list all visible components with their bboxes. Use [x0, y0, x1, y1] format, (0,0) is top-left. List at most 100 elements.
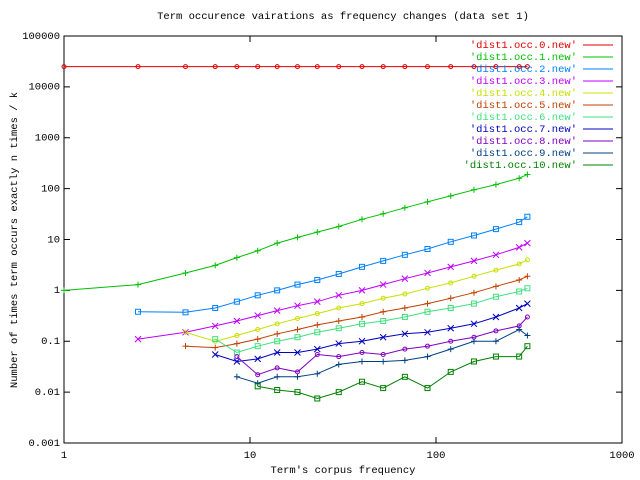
point [335, 291, 343, 299]
point [234, 64, 240, 70]
series-line [236, 316, 528, 376]
point [424, 269, 431, 277]
point [380, 318, 387, 325]
point [470, 186, 477, 193]
y-tick-label: 10 [47, 234, 60, 246]
point [233, 254, 240, 261]
point [255, 64, 261, 70]
point [314, 395, 321, 402]
legend-label: 'dist1.occ.5.new' [470, 100, 577, 112]
point [493, 328, 499, 334]
point [470, 257, 478, 265]
point [335, 270, 342, 277]
point [273, 349, 281, 356]
series-line [185, 259, 528, 342]
point [274, 373, 281, 380]
point [254, 312, 262, 319]
point [313, 298, 321, 306]
point [424, 385, 431, 392]
point [233, 358, 241, 365]
series-line [257, 345, 528, 400]
point [359, 350, 365, 356]
point [424, 246, 431, 253]
point [314, 229, 321, 236]
point [211, 322, 219, 330]
point [492, 226, 499, 233]
point [401, 330, 409, 338]
point [492, 313, 500, 321]
point [358, 358, 365, 365]
point [294, 349, 301, 356]
y-tick-label: 10000 [28, 82, 60, 94]
point [448, 280, 454, 286]
point [255, 327, 261, 333]
point [294, 234, 301, 241]
y-tick-label: 100 [41, 183, 60, 195]
point [314, 64, 320, 70]
point [233, 373, 240, 380]
legend-label: 'dist1.occ.4.new' [470, 88, 577, 100]
point [380, 385, 387, 392]
point [313, 345, 321, 353]
point [182, 64, 188, 70]
point [254, 336, 261, 343]
point [358, 216, 365, 223]
point [336, 64, 342, 70]
point [233, 317, 241, 325]
point [273, 307, 281, 314]
point [447, 192, 454, 199]
point [359, 301, 365, 307]
point [471, 64, 477, 70]
point [314, 370, 321, 377]
point [234, 354, 240, 360]
point [61, 287, 67, 294]
point [274, 330, 281, 337]
point [516, 353, 523, 360]
point [212, 64, 218, 70]
point [254, 383, 261, 390]
point [182, 269, 189, 276]
point [516, 64, 522, 70]
point [135, 64, 141, 70]
y-tick-label: 1 [54, 285, 60, 297]
point [401, 275, 409, 283]
point [470, 320, 478, 328]
point [182, 328, 189, 336]
point [424, 198, 431, 205]
point [314, 321, 321, 328]
point [524, 213, 531, 220]
point [380, 308, 387, 315]
point [524, 300, 531, 307]
series-line [63, 173, 528, 291]
y-tick-label: 100000 [22, 31, 60, 43]
point [401, 357, 408, 364]
point [401, 313, 408, 320]
point [254, 343, 261, 350]
legend-label: 'dist1.occ.6.new' [470, 112, 577, 124]
point [255, 372, 261, 378]
point [335, 318, 342, 325]
point [470, 338, 477, 345]
point [424, 64, 430, 70]
point [254, 380, 261, 387]
point [233, 298, 240, 305]
point [294, 302, 301, 310]
point [254, 247, 261, 254]
point [294, 316, 300, 322]
point [447, 238, 454, 245]
point [335, 389, 342, 396]
point [516, 276, 523, 283]
point [424, 353, 431, 360]
point [335, 223, 342, 230]
point [314, 329, 321, 336]
y-tick-label: 0.001 [28, 438, 60, 450]
point [274, 240, 281, 247]
point [401, 305, 408, 312]
point [493, 267, 499, 273]
point [135, 281, 142, 288]
point [274, 321, 280, 327]
point [294, 334, 301, 341]
point [358, 320, 365, 327]
point [274, 64, 280, 70]
